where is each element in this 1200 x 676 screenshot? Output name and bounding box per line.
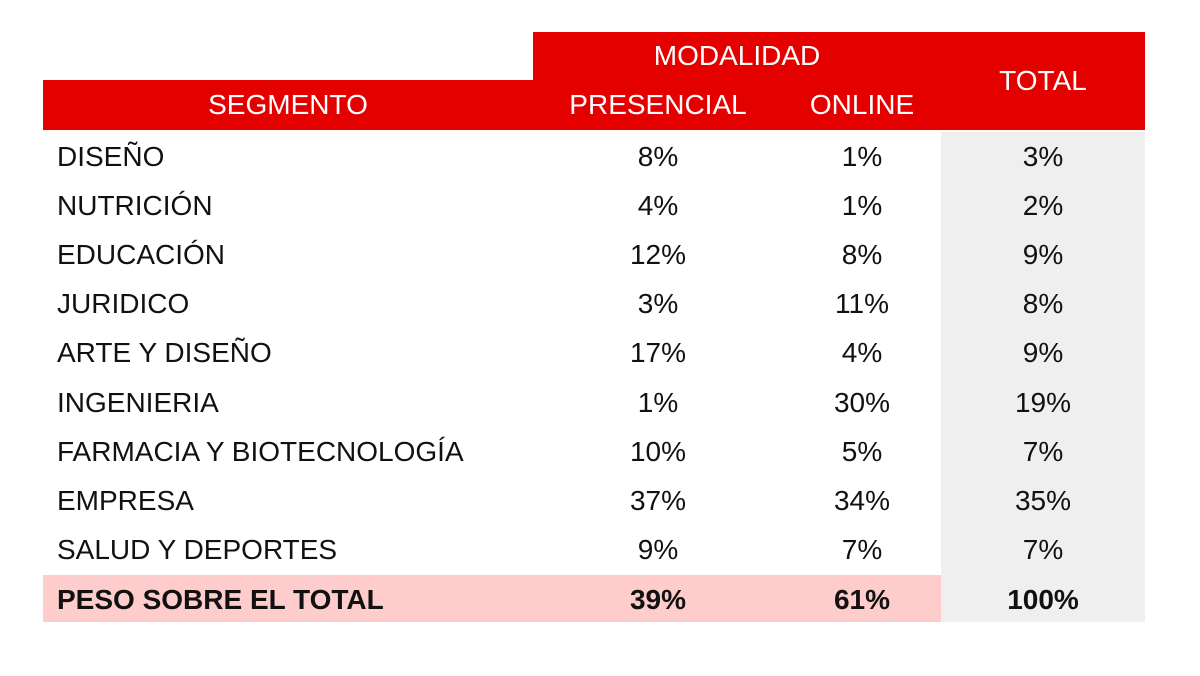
header-band xyxy=(43,80,1145,130)
online-value: 34% xyxy=(833,484,891,516)
online-value: 30% xyxy=(833,386,891,418)
total-value: 3% xyxy=(1022,140,1064,172)
segment-name: EMPRESA xyxy=(57,484,194,516)
segment-name: INGENIERIA xyxy=(57,386,219,418)
footer-bg xyxy=(43,575,941,622)
presencial-value: 9% xyxy=(637,534,679,566)
segment-name: DISEÑO xyxy=(57,140,165,172)
total-value: 7% xyxy=(1022,534,1064,566)
online-value: 5% xyxy=(841,435,883,467)
total-column-bg xyxy=(941,132,1145,622)
presencial-value: 8% xyxy=(637,140,679,172)
presencial-value: 12% xyxy=(629,238,687,270)
total-value: 9% xyxy=(1022,238,1064,270)
segment-header: SEGMENTO xyxy=(208,89,368,120)
online-value: 11% xyxy=(835,288,889,320)
segment-name: EDUCACIÓN xyxy=(57,238,226,270)
column-header: PRESENCIAL xyxy=(569,89,747,120)
total-value: 8% xyxy=(1022,288,1064,320)
total-header: TOTAL xyxy=(999,65,1087,96)
presencial-value: 37% xyxy=(629,484,687,516)
presencial-value: 1% xyxy=(637,386,679,418)
total-value: 7% xyxy=(1022,435,1064,467)
column-header: ONLINE xyxy=(809,89,915,120)
footer-online-value: 61% xyxy=(833,583,891,615)
total-value: 9% xyxy=(1022,337,1064,369)
total-value: 19% xyxy=(1014,386,1072,418)
online-value: 4% xyxy=(841,337,883,369)
presencial-value: 10% xyxy=(629,435,687,467)
segment-name: FARMACIA Y BIOTECNOLOGÍA xyxy=(57,435,464,467)
total-value: 35% xyxy=(1014,484,1072,516)
modality-header: MODALIDAD xyxy=(653,40,821,71)
presencial-value: 3% xyxy=(637,288,679,320)
footer-total-value: 100% xyxy=(1007,583,1079,615)
segment-name: JURIDICO xyxy=(57,288,190,320)
segment-name: ARTE Y DISEÑO xyxy=(57,337,272,369)
online-value: 1% xyxy=(841,189,883,221)
footer-segment-name: PESO SOBRE EL TOTAL xyxy=(57,583,384,615)
segment-name: NUTRICIÓN xyxy=(57,189,213,221)
presencial-value: 17% xyxy=(629,337,687,369)
footer-presencial-value: 39% xyxy=(629,583,687,615)
online-value: 7% xyxy=(841,534,883,566)
online-value: 1% xyxy=(841,140,883,172)
total-value: 2% xyxy=(1022,189,1064,221)
segment-name: SALUD Y DEPORTES xyxy=(57,534,338,566)
header-band-top xyxy=(533,32,1145,80)
online-value: 8% xyxy=(841,238,883,270)
presencial-value: 4% xyxy=(637,189,679,221)
